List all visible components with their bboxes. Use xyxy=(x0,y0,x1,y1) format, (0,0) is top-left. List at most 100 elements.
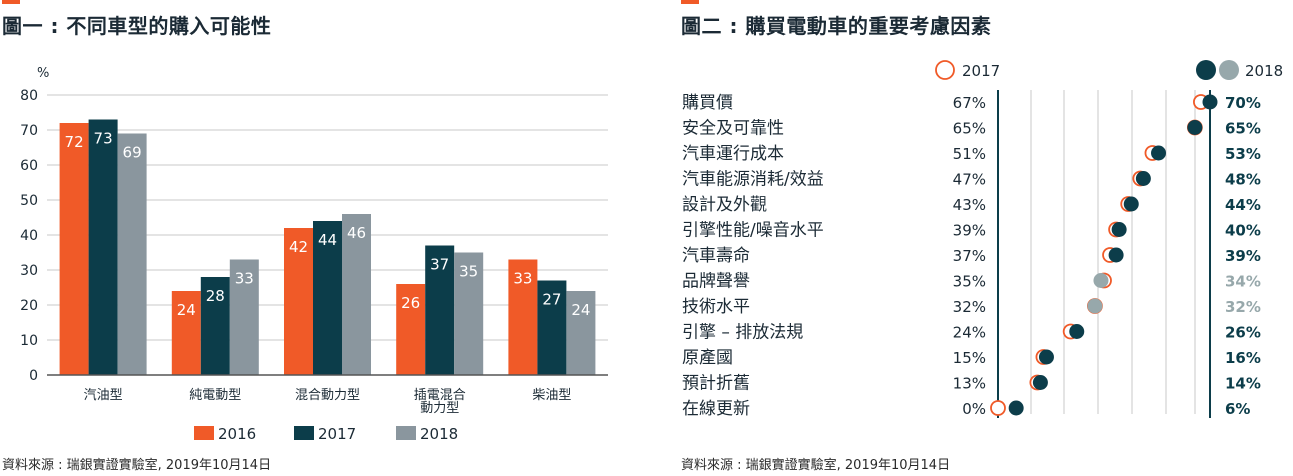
factor-label: 引擎 – 排放法規 xyxy=(682,323,803,343)
bar-value-label: 26 xyxy=(401,294,420,312)
value-2018-label: 26% xyxy=(1225,324,1261,342)
value-2018-label: 16% xyxy=(1225,349,1261,367)
factor-label: 汽車壽命 xyxy=(682,246,750,266)
legend-marker-2018-dark xyxy=(1196,60,1216,80)
value-2017-label: 37% xyxy=(953,247,986,265)
bar-value-label: 46 xyxy=(347,224,366,242)
dot-2017 xyxy=(990,400,1006,416)
bar-value-label: 24 xyxy=(571,301,590,319)
value-2018-label: 53% xyxy=(1225,145,1261,163)
bar xyxy=(88,119,118,375)
legend-swatch xyxy=(396,426,416,440)
dot-2018 xyxy=(1108,247,1124,263)
value-2017-label: 47% xyxy=(953,171,986,189)
value-2017-label: 32% xyxy=(953,298,986,316)
bar-value-label: 37 xyxy=(430,256,449,274)
dot-2018 xyxy=(1069,324,1085,339)
y-tick-label: 30 xyxy=(20,263,38,279)
bar xyxy=(200,277,230,375)
value-2018-label: 6% xyxy=(1225,400,1250,418)
dot-2018 xyxy=(1032,375,1048,390)
x-category-label: 汽油型 xyxy=(84,388,123,403)
bar xyxy=(171,291,201,375)
x-category-label: 柴油型 xyxy=(532,388,571,403)
dot-2018 xyxy=(1123,196,1139,212)
factor-label: 在線更新 xyxy=(682,399,750,419)
y-tick-label: 20 xyxy=(20,298,38,314)
value-2018-label: 40% xyxy=(1225,222,1261,240)
legend-label: 2016 xyxy=(218,425,256,443)
y-tick-label: 80 xyxy=(20,88,38,104)
value-2018-label: 32% xyxy=(1225,298,1261,316)
dot-2018 xyxy=(1008,400,1024,416)
value-2017-label: 15% xyxy=(953,349,986,367)
y-tick-label: 40 xyxy=(20,228,38,244)
value-2017-label: 67% xyxy=(953,94,986,112)
chart2-title: 圖二 : 購買電動車的重要考慮因素 xyxy=(681,14,992,38)
chart1-title: 圖一 : 不同車型的購入可能性 xyxy=(2,14,272,38)
bar-value-label: 72 xyxy=(65,133,84,151)
legend-swatch xyxy=(294,426,314,440)
value-2018-label: 34% xyxy=(1225,273,1261,291)
value-2018-label: 14% xyxy=(1225,375,1261,393)
dot-2018 xyxy=(1151,145,1167,161)
bar xyxy=(454,252,484,375)
dot-2018 xyxy=(1202,94,1218,110)
factor-label: 設計及外觀 xyxy=(682,195,767,215)
legend-label-2018: 2018 xyxy=(1245,62,1283,80)
value-2017-label: 35% xyxy=(953,273,986,291)
bar xyxy=(59,123,89,375)
factor-label: 安全及可靠性 xyxy=(682,119,784,139)
factor-label: 汽車能源消耗/效益 xyxy=(682,170,824,190)
value-2017-label: 24% xyxy=(953,324,986,342)
bar xyxy=(537,280,567,375)
bar-value-label: 27 xyxy=(542,291,561,309)
dot-2018 xyxy=(1111,222,1127,237)
bar xyxy=(229,259,259,375)
factor-label: 預計折舊 xyxy=(682,374,750,394)
bar-value-label: 28 xyxy=(206,287,225,305)
factor-label: 引擎性能/噪音水平 xyxy=(682,221,824,241)
dot-2018 xyxy=(1038,349,1054,365)
y-tick-label: 10 xyxy=(20,333,38,349)
legend-marker-2018-gray xyxy=(1219,60,1239,80)
chart2-svg: 2017 2018 購買價 67% 70% 安全及可靠性 65% 65% 汽車運行成本 51% 53… xyxy=(682,60,1283,419)
y-tick-label: 50 xyxy=(20,193,38,209)
chart1-source: 資料來源 : 瑞銀實證實驗室, 2019年10月14日 xyxy=(2,458,272,473)
bar-value-label: 33 xyxy=(235,270,254,288)
x-category-label: 純電動型 xyxy=(189,388,241,403)
dot-2018 xyxy=(1187,120,1203,135)
bar xyxy=(313,221,342,375)
bar xyxy=(117,133,147,375)
value-2017-label: 51% xyxy=(953,145,986,163)
legend-label: 2017 xyxy=(318,425,356,443)
factor-label: 技術水平 xyxy=(682,297,750,317)
factor-label: 汽車運行成本 xyxy=(682,144,784,164)
value-2018-label: 70% xyxy=(1225,94,1261,112)
bar-value-label: 42 xyxy=(289,238,308,256)
x-category-label: 插電混合 xyxy=(414,388,466,403)
x-category-label: 動力型 xyxy=(420,401,459,416)
value-2017-label: 65% xyxy=(953,120,986,138)
bar-value-label: 35 xyxy=(459,263,478,281)
dot-2018 xyxy=(1087,298,1103,314)
y-tick-label: 70 xyxy=(20,123,38,139)
bar xyxy=(342,214,371,375)
value-2017-label: 43% xyxy=(953,196,986,214)
bar xyxy=(425,245,455,375)
x-category-label: 混合動力型 xyxy=(295,388,360,403)
left-accent-bar xyxy=(2,0,20,4)
y-unit-label: % xyxy=(37,66,49,81)
bar-value-label: 44 xyxy=(318,231,337,249)
value-2018-label: 48% xyxy=(1225,171,1261,189)
factor-label: 品牌聲譽 xyxy=(682,272,750,292)
value-2018-label: 44% xyxy=(1225,196,1261,214)
legend-swatch xyxy=(194,426,214,440)
chart2-source: 資料來源 : 瑞銀實證實驗室, 2019年10月14日 xyxy=(681,458,951,473)
y-tick-label: 60 xyxy=(20,158,38,174)
bar-value-label: 73 xyxy=(94,130,113,148)
bar xyxy=(396,284,426,375)
bar-value-label: 24 xyxy=(177,301,196,319)
value-2018-label: 39% xyxy=(1225,247,1261,265)
factor-label: 購買價 xyxy=(682,93,733,113)
